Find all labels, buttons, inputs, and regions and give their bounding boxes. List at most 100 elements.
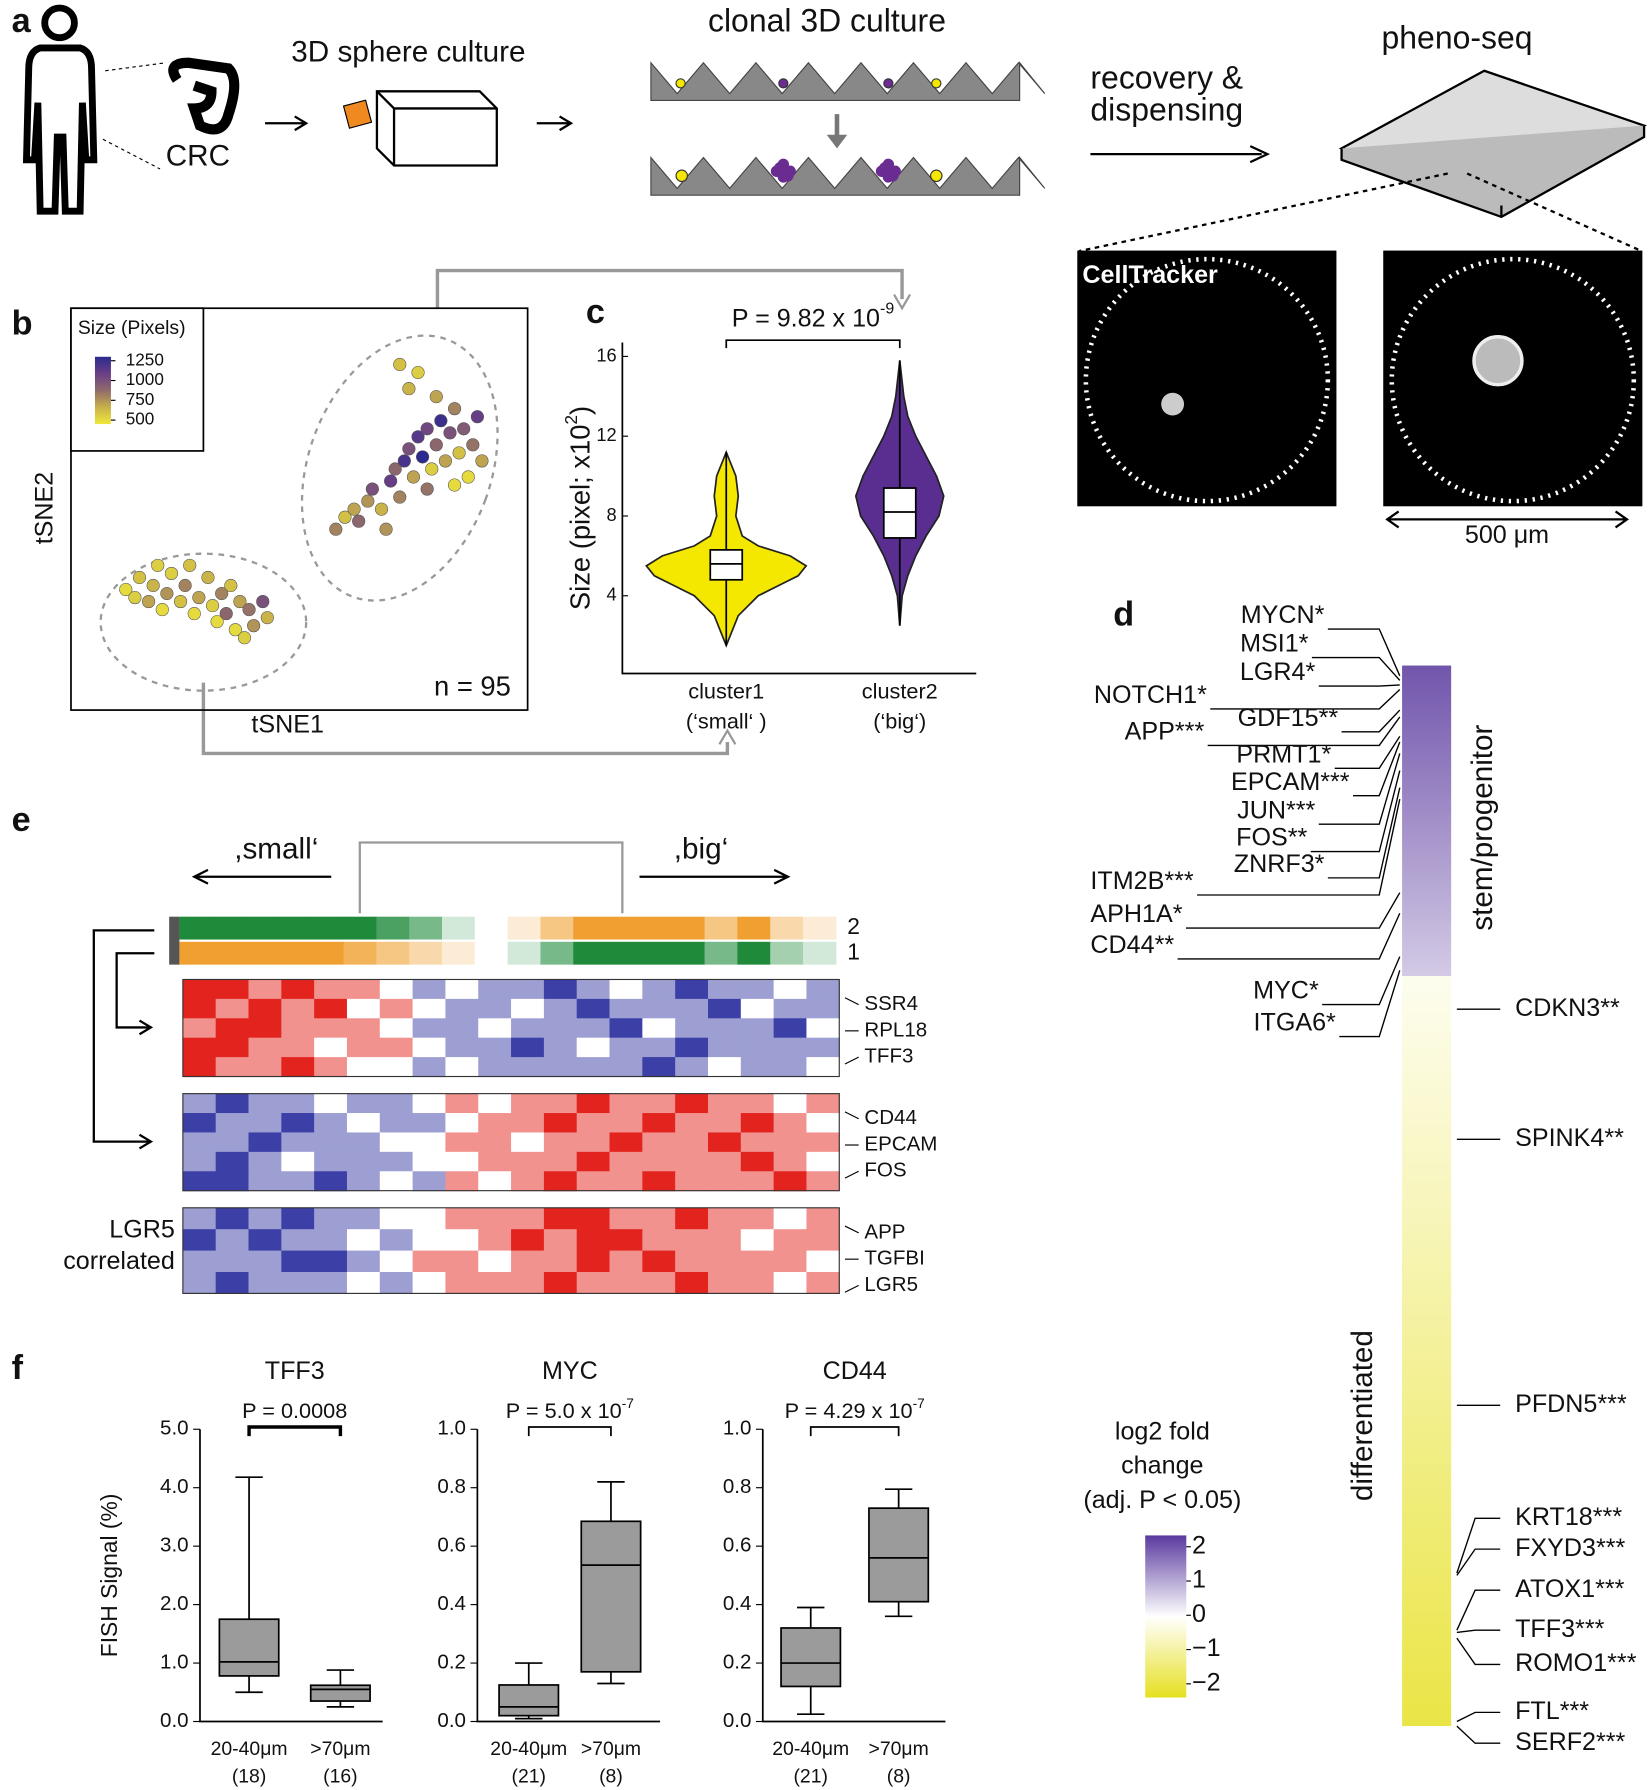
label: dispensing: [1090, 91, 1243, 127]
leader-line: [1322, 956, 1401, 1006]
scatter-point: [466, 438, 480, 452]
label: pheno-seq: [1382, 19, 1533, 55]
gene-label: EPCAM***: [1231, 768, 1350, 796]
y-tick-label: 3.0: [160, 1534, 189, 1557]
heatmap-cell: [740, 1132, 775, 1153]
heatmap-cell: [412, 1250, 446, 1273]
y-tick-label: 2.0: [160, 1592, 189, 1615]
gene-tick: [844, 997, 859, 1006]
heatmap-cell: [182, 1171, 217, 1192]
colorbar-tick-label: 1: [1192, 1566, 1206, 1594]
scatter-point: [411, 365, 425, 380]
heatmap-cell: [806, 1229, 840, 1252]
heatmap-cell: [543, 1229, 578, 1252]
heatmap-cell: [379, 1272, 414, 1294]
heatmap-cell: [806, 1250, 840, 1273]
heatmap-cell: [806, 1171, 840, 1192]
legend-title: (adj. P < 0.05): [1083, 1486, 1241, 1514]
heatmap-cell: [215, 1272, 250, 1294]
heatmap-cell: [346, 1093, 381, 1114]
heatmap-cell: [675, 1272, 709, 1294]
heatmap-cell: [609, 998, 643, 1019]
heatmap-cell: [740, 998, 775, 1019]
heatmap-cell: [215, 1250, 250, 1273]
heatmap-cell: [675, 1113, 709, 1134]
y-tick-label: 1.0: [437, 1417, 466, 1440]
heatmap-cell: [215, 1037, 250, 1058]
label: 500 μm: [1465, 521, 1549, 549]
heatmap-cell: [248, 1113, 282, 1134]
heatmap-cell: [642, 1171, 676, 1192]
heatmap-cell: [346, 1250, 381, 1273]
p-value-part: P = 9.82 x 10: [732, 304, 880, 332]
box: [498, 1684, 560, 1717]
heatmap-cell: [609, 1057, 643, 1078]
box: [868, 1507, 930, 1603]
cluster-outline: [99, 552, 308, 692]
cluster-outline: [300, 334, 499, 602]
heatmap-cell: [707, 1057, 742, 1078]
heatmap-cell: [576, 1132, 611, 1153]
cluster-key: [169, 916, 180, 965]
heatmap-cell: [314, 1057, 348, 1078]
scatter-point: [146, 578, 160, 593]
scatter-point: [205, 599, 220, 613]
scatter-point: [132, 570, 147, 585]
leader-line: [1327, 787, 1401, 879]
heatmap-cell: [346, 1018, 381, 1039]
heatmap-cell: [543, 1132, 578, 1153]
heatmap-cell: [609, 1272, 643, 1294]
heatmap-cell: [675, 1207, 709, 1230]
y-tick-label: 12: [596, 424, 616, 445]
heatmap-cell: [248, 1151, 282, 1172]
heatmap-cell: [314, 1272, 348, 1294]
heatmap-cell: [346, 998, 381, 1019]
heatmap-cell: [806, 1057, 840, 1078]
heatmap-cell: [314, 1018, 348, 1039]
y-tick-label: 0.6: [437, 1534, 466, 1557]
p-value-exponent: -7: [622, 1396, 634, 1411]
y-tick-label: 0.4: [723, 1592, 752, 1615]
gene-label: FTL***: [1515, 1697, 1589, 1725]
plate-side: [1340, 125, 1646, 219]
heatmap-cell: [346, 1151, 381, 1172]
heatmap-cell: [248, 1057, 282, 1078]
scatter-point: [406, 470, 421, 484]
heatmap-cell: [707, 1272, 742, 1294]
heatmap-cell: [740, 979, 775, 1000]
gene-label: KRT18***: [1515, 1503, 1622, 1531]
heatmap-cell: [576, 1250, 611, 1273]
heatmap-cell: [773, 1272, 808, 1294]
heatmap-cell: [412, 1018, 446, 1039]
box: [580, 1520, 642, 1673]
heatmap-cell: [806, 979, 840, 1000]
heatmap-cell: [412, 1132, 446, 1153]
scatter-point: [237, 631, 252, 645]
heatmap-cell: [412, 1113, 446, 1134]
heatmap-cell: [182, 1057, 217, 1078]
heatmap-cell: [576, 1093, 611, 1114]
heatmap-cell: [806, 1272, 840, 1294]
colorbar-tick-label: −2: [1192, 1668, 1221, 1696]
gene-label: PFDN5***: [1515, 1390, 1627, 1418]
heatmap-cell: [281, 1093, 315, 1114]
heatmap-cell: [773, 1113, 808, 1134]
heatmap-cell: [740, 1272, 775, 1294]
gene-label: ROMO1***: [1515, 1649, 1637, 1677]
heatmap-cell: [215, 998, 250, 1019]
label: Size (Pixels): [78, 317, 186, 339]
gene-label: FOS**: [1236, 824, 1307, 852]
leader-line: [1456, 1629, 1501, 1634]
cluster-cell: [770, 941, 804, 965]
chart-title: TFF3: [265, 1357, 325, 1385]
x-tick-count: (8): [887, 1766, 911, 1788]
heatmap-cell: [707, 1207, 742, 1230]
connector: [201, 682, 730, 756]
scatter-point: [457, 422, 471, 436]
heatmap-cell: [182, 1018, 217, 1039]
leader-line: [1456, 1725, 1501, 1744]
cell-cluster: [879, 162, 891, 174]
heatmap-cell: [445, 1037, 479, 1058]
heatmap-frame: [182, 1093, 840, 1192]
